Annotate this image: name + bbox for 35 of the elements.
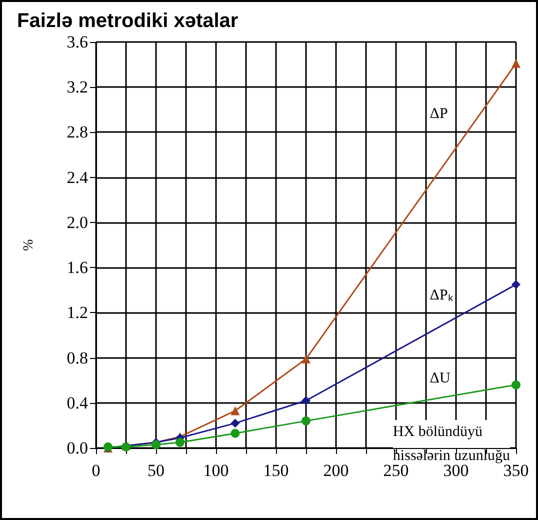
point — [302, 396, 310, 406]
y-tick-label: 1.6 — [66, 258, 88, 278]
point — [512, 280, 520, 289]
x-tick-label: 50 — [148, 461, 164, 480]
x-tick-label: 150 — [263, 461, 289, 480]
series-label: ΔPₖ — [430, 288, 454, 304]
point — [302, 416, 310, 426]
y-tick-label: 3.2 — [66, 78, 88, 97]
point — [302, 354, 310, 364]
y-tick-label: 2.4 — [66, 168, 88, 187]
point — [152, 440, 160, 450]
y-tick-label: 0.8 — [66, 348, 88, 368]
x-tick-label: 200 — [323, 461, 349, 480]
y-tick-label: 3.6 — [66, 32, 88, 52]
point — [512, 58, 520, 68]
y-tick-label: 1.2 — [66, 303, 88, 322]
y-tick-label: 2.0 — [66, 212, 88, 232]
series-label: ΔP — [430, 106, 448, 122]
y-tick-label: 2.8 — [66, 122, 88, 142]
point — [512, 380, 520, 390]
x-tick-label: 100 — [203, 461, 229, 480]
x-tick-label: 350 — [503, 461, 529, 480]
point — [230, 418, 240, 428]
x-tick-label: 300 — [443, 461, 469, 480]
x-tick-label: 0 — [92, 461, 100, 480]
y-tick-label: 0.4 — [66, 393, 88, 412]
chart-title: Faizlə metrodiki xətalar — [17, 10, 238, 32]
point — [176, 438, 184, 447]
x-tick-label: 250 — [383, 461, 409, 480]
y-tick-label: 0.0 — [66, 438, 88, 458]
x-axis-title: HX bölündüyü hissələrin uzunluğu — [392, 424, 510, 464]
point — [230, 428, 240, 438]
series-label: ΔU — [430, 370, 450, 386]
y-axis-title: % — [22, 238, 36, 251]
point — [230, 406, 240, 416]
